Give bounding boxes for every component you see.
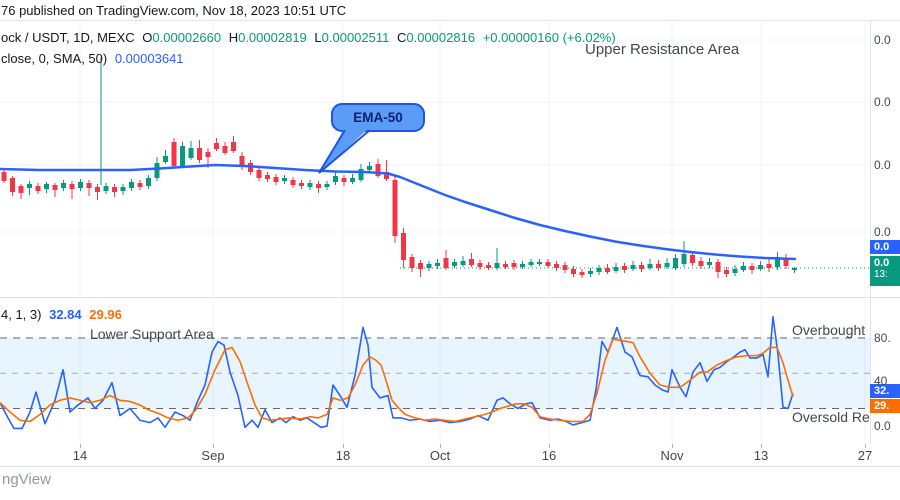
- bar-countdown: 13:: [874, 269, 888, 280]
- tradingview-watermark: ngView: [2, 471, 51, 488]
- time-axis-tick: [761, 444, 762, 448]
- low-label: L: [314, 30, 322, 45]
- stoch-legend: 4, 1, 3) 32.84 29.96: [1, 307, 126, 322]
- price-axis-label: 0.0: [874, 225, 891, 239]
- price-axis-label: 0.0: [874, 33, 891, 47]
- close-value: 0.00002816: [406, 30, 476, 45]
- pane-separator: [0, 297, 900, 298]
- stoch-d-axis-badge: 29.: [870, 399, 900, 413]
- high-value: 0.00002819: [238, 30, 307, 45]
- time-axis-tick: [343, 444, 344, 448]
- price-axis-label: 0.0: [874, 95, 891, 109]
- stoch-chart[interactable]: [0, 297, 870, 444]
- stoch-axis-label: 40: [874, 374, 888, 388]
- ma-value: 0.00003641: [114, 51, 184, 66]
- stoch-params: 4, 1, 3): [1, 307, 42, 322]
- stoch-axis-label: 0.0: [874, 419, 891, 433]
- low-value: 0.00002511: [321, 30, 390, 45]
- high-label: H: [228, 30, 239, 45]
- time-axis-tick: [865, 444, 866, 448]
- time-axis-tick: [672, 444, 673, 448]
- stoch-pane[interactable]: [0, 297, 870, 444]
- time-axis-label: Nov: [660, 448, 684, 463]
- publish-info: 76 published on TradingView.com, Nov 18,…: [1, 3, 347, 18]
- open-label: O: [142, 30, 153, 45]
- frame-top-border: [0, 20, 900, 21]
- stoch-d-value: 29.96: [89, 307, 122, 322]
- time-axis-label: 14: [72, 448, 88, 463]
- current-price-axis-badge: 0.0 13:: [870, 256, 900, 286]
- time-axis-bottom-border: [0, 466, 900, 467]
- current-price-value: 0.0: [874, 257, 890, 269]
- symbol-legend: ock / USDT, 1D, MEXC O0.00002660 H0.0000…: [1, 30, 620, 45]
- upper-resistance-label: Upper Resistance Area: [585, 41, 740, 58]
- time-axis-label: Sep: [201, 448, 225, 463]
- stoch-k-axis-badge: 32.: [870, 384, 900, 398]
- price-pane[interactable]: EMA-50: [0, 20, 870, 297]
- ma-params: close, 0, SMA, 50): [1, 51, 108, 66]
- time-axis-label: 18: [335, 448, 351, 463]
- time-axis-tick: [440, 444, 441, 448]
- stoch-axis-label: 80.: [874, 331, 891, 345]
- ema-axis-badge: 0.0: [870, 240, 900, 254]
- ema-callout: EMA-50: [353, 110, 403, 125]
- price-axis-label: 0.0: [874, 158, 891, 172]
- time-axis-tick: [549, 444, 550, 448]
- time-axis-label: 13: [753, 448, 769, 463]
- time-axis-tick: [80, 444, 81, 448]
- stoch-k-value: 32.84: [49, 307, 82, 322]
- price-chart[interactable]: EMA-50: [0, 20, 870, 297]
- time-axis[interactable]: 14 Sep 18 Oct 16 Nov 13 27: [0, 444, 900, 466]
- stoch-axis[interactable]: 32. 29. 80. 40 0.0: [870, 297, 900, 444]
- price-axis[interactable]: 0.0 0.0 13: 0.0 0.0 0.0 0.0: [870, 20, 900, 297]
- change-value: +0.00000160 (+6.02%): [482, 30, 616, 45]
- open-value: 0.00002660: [152, 30, 222, 45]
- symbol-name: ock / USDT, 1D, MEXC: [1, 30, 135, 45]
- time-axis-label: 27: [857, 448, 873, 463]
- time-axis-label: 16: [541, 448, 557, 463]
- close-label: C: [396, 30, 407, 45]
- time-axis-tick: [213, 444, 214, 448]
- time-axis-label: Oct: [429, 448, 451, 463]
- ma-legend: close, 0, SMA, 50) 0.00003641: [1, 51, 188, 66]
